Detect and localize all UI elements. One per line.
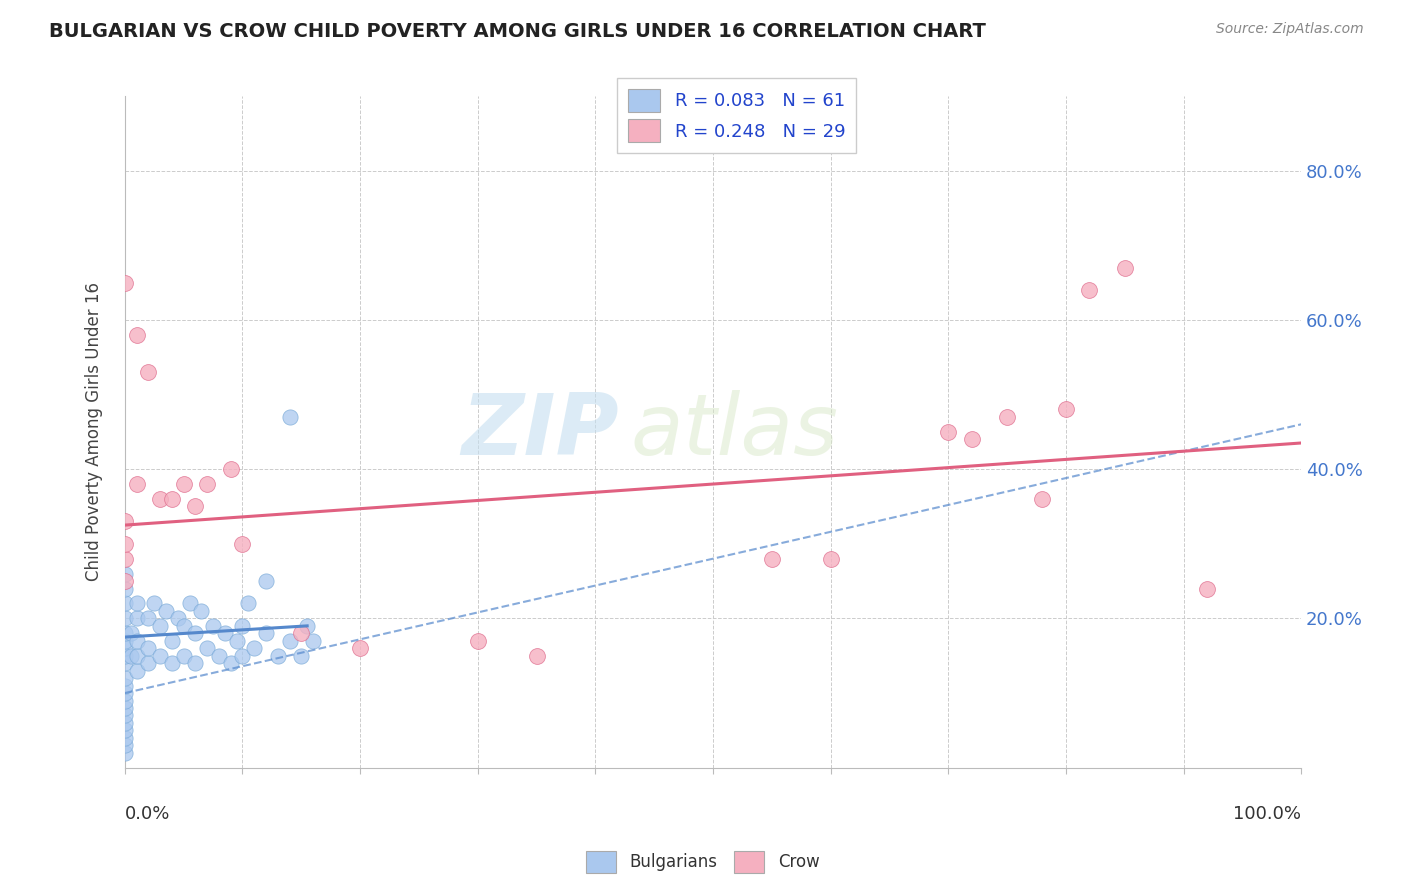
Point: [114, 514, 136, 528]
Point: [225, 633, 247, 648]
Point: [302, 633, 325, 648]
Point: [149, 648, 172, 663]
Point: [254, 574, 277, 588]
Point: [179, 597, 201, 611]
Point: [114, 708, 136, 723]
Point: [267, 648, 290, 663]
Point: [173, 477, 195, 491]
Point: [936, 425, 959, 439]
Point: [1054, 402, 1077, 417]
Point: [114, 566, 136, 581]
Point: [114, 276, 136, 290]
Text: BULGARIAN VS CROW CHILD POVERTY AMONG GIRLS UNDER 16 CORRELATION CHART: BULGARIAN VS CROW CHILD POVERTY AMONG GI…: [49, 22, 986, 41]
Point: [278, 633, 301, 648]
Point: [1114, 260, 1136, 275]
Point: [960, 432, 983, 446]
Point: [214, 626, 236, 640]
Point: [761, 551, 783, 566]
Point: [173, 619, 195, 633]
Text: 0.0%: 0.0%: [125, 805, 170, 822]
Point: [278, 409, 301, 424]
Point: [114, 574, 136, 588]
Point: [114, 723, 136, 738]
Point: [295, 619, 318, 633]
Point: [138, 611, 160, 625]
Point: [290, 626, 312, 640]
Point: [231, 648, 253, 663]
Point: [208, 648, 231, 663]
Point: [114, 686, 136, 700]
Point: [114, 715, 136, 730]
Point: [114, 671, 136, 685]
Point: [290, 648, 312, 663]
Text: atlas: atlas: [631, 391, 838, 474]
Point: [195, 477, 218, 491]
Point: [231, 619, 253, 633]
Point: [120, 648, 142, 663]
Point: [219, 656, 242, 670]
Legend: Bulgarians, Crow: Bulgarians, Crow: [579, 845, 827, 880]
Point: [467, 633, 489, 648]
Point: [349, 641, 371, 656]
Point: [202, 619, 225, 633]
Point: [1195, 582, 1218, 596]
Point: [125, 327, 148, 342]
Text: Source: ZipAtlas.com: Source: ZipAtlas.com: [1216, 22, 1364, 37]
Point: [125, 477, 148, 491]
Point: [149, 619, 172, 633]
Point: [195, 641, 218, 656]
Point: [125, 633, 148, 648]
Point: [149, 491, 172, 506]
Point: [114, 701, 136, 715]
Point: [114, 746, 136, 760]
Point: [114, 656, 136, 670]
Point: [138, 656, 160, 670]
Point: [114, 693, 136, 707]
Point: [231, 537, 253, 551]
Point: [173, 648, 195, 663]
Point: [143, 597, 166, 611]
Point: [243, 641, 266, 656]
Point: [238, 597, 260, 611]
Text: ZIP: ZIP: [461, 391, 619, 474]
Point: [114, 597, 136, 611]
Point: [114, 633, 136, 648]
Point: [114, 648, 136, 663]
Point: [114, 582, 136, 596]
Point: [1031, 491, 1053, 506]
Point: [114, 679, 136, 693]
Point: [1078, 283, 1101, 297]
Point: [125, 664, 148, 678]
Point: [114, 611, 136, 625]
Point: [190, 604, 212, 618]
Point: [820, 551, 842, 566]
Point: [138, 641, 160, 656]
Point: [114, 551, 136, 566]
Point: [184, 500, 207, 514]
Point: [160, 656, 183, 670]
Point: [138, 365, 160, 379]
Point: [114, 537, 136, 551]
Point: [184, 656, 207, 670]
Point: [160, 633, 183, 648]
Point: [184, 626, 207, 640]
Point: [114, 641, 136, 656]
Point: [166, 611, 188, 625]
Point: [219, 462, 242, 476]
Legend: R = 0.083   N = 61, R = 0.248   N = 29: R = 0.083 N = 61, R = 0.248 N = 29: [617, 78, 856, 153]
Y-axis label: Child Poverty Among Girls Under 16: Child Poverty Among Girls Under 16: [86, 282, 103, 582]
Point: [160, 491, 183, 506]
Point: [125, 611, 148, 625]
Point: [254, 626, 277, 640]
Point: [125, 597, 148, 611]
Point: [114, 626, 136, 640]
Point: [114, 731, 136, 745]
Point: [526, 648, 548, 663]
Text: 100.0%: 100.0%: [1233, 805, 1301, 822]
Point: [120, 626, 142, 640]
Point: [125, 648, 148, 663]
Point: [114, 739, 136, 753]
Point: [995, 409, 1018, 424]
Point: [155, 604, 177, 618]
